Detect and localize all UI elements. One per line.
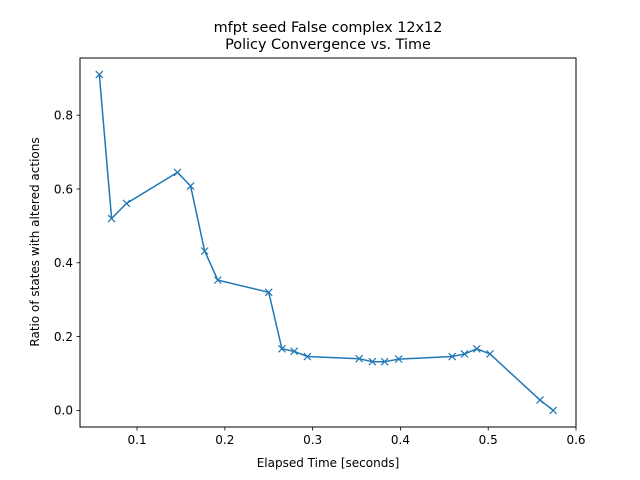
marker-stroke (186, 182, 195, 190)
marker-stroke (368, 357, 377, 366)
data-point-marker (200, 247, 209, 255)
x-tick-label: 0.6 (566, 433, 585, 447)
plot-background (80, 58, 576, 427)
marker-stroke (355, 354, 364, 363)
x-tick-label: 0.3 (303, 433, 322, 447)
data-point-marker (95, 70, 104, 79)
marker-stroke (290, 347, 299, 356)
marker-stroke (394, 355, 403, 364)
data-point-marker (303, 352, 312, 361)
marker-stroke (460, 350, 469, 358)
y-tick-label: 0.4 (54, 256, 73, 270)
x-axis-label: Elapsed Time [seconds] (257, 456, 400, 470)
marker-stroke (173, 168, 182, 177)
data-point-marker (355, 354, 364, 363)
data-point-marker (486, 350, 494, 358)
marker-stroke (213, 276, 222, 285)
marker-stroke (107, 214, 116, 223)
marker-stroke (264, 288, 273, 297)
x-tick-label: 0.2 (215, 433, 234, 447)
marker-stroke (448, 352, 457, 361)
series-layer (95, 70, 558, 415)
data-point-marker (368, 357, 377, 366)
data-point-marker (472, 344, 481, 353)
y-tick-label: 0.8 (54, 108, 73, 122)
data-point-marker (107, 214, 116, 223)
y-tick-label: 0.0 (54, 404, 73, 418)
marker-stroke (303, 352, 312, 361)
data-point-marker (536, 396, 544, 404)
y-tick-label: 0.6 (54, 182, 73, 196)
marker-stroke (486, 350, 494, 358)
data-point-marker (213, 276, 222, 285)
y-axis-ticks: 0.0 0.2 0.4 0.6 0.8 (54, 108, 80, 418)
marker-stroke (95, 70, 104, 79)
chart-subtitle: Policy Convergence vs. Time (225, 37, 431, 53)
marker-stroke (380, 357, 389, 366)
y-tick-label: 0.2 (54, 330, 73, 344)
chart-title: mfpt seed False complex 12x12 (214, 20, 443, 36)
data-point-marker (186, 182, 195, 190)
data-point-marker (173, 168, 182, 177)
plot-area (79, 57, 577, 428)
marker-stroke (122, 199, 131, 208)
marker-stroke (472, 344, 481, 353)
y-axis-label: Ratio of states with altered actions (28, 137, 42, 346)
data-point-marker (460, 350, 469, 358)
data-point-marker (394, 355, 403, 364)
x-tick-label: 0.5 (479, 433, 498, 447)
plot-frame (79, 57, 577, 428)
data-point-marker (448, 352, 457, 361)
data-point-marker (264, 288, 273, 297)
x-tick-label: 0.1 (128, 433, 147, 447)
marker-stroke (549, 406, 558, 415)
marker-stroke (200, 247, 209, 255)
x-axis-ticks: 0.1 0.2 0.3 0.4 0.5 0.6 (128, 427, 586, 447)
data-point-marker (122, 199, 131, 208)
marker-stroke (536, 396, 544, 404)
data-point-marker (290, 347, 299, 356)
marker-stroke (277, 344, 286, 353)
x-tick-label: 0.4 (391, 433, 410, 447)
data-point-marker (277, 344, 286, 353)
data-point-marker (380, 357, 389, 366)
data-point-marker (549, 406, 558, 415)
